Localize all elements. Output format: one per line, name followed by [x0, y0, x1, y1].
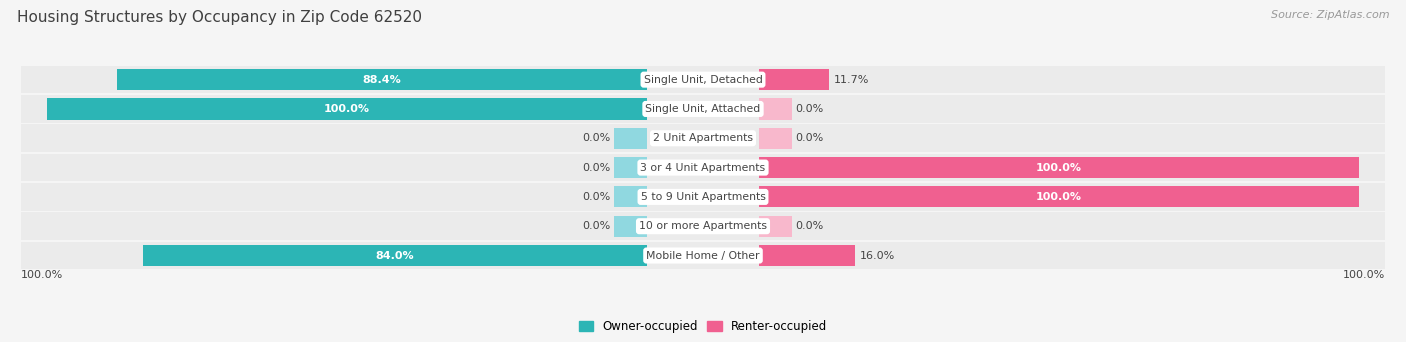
Text: 0.0%: 0.0% [794, 104, 824, 114]
Bar [21, 154, 1385, 181]
Text: Mobile Home / Other: Mobile Home / Other [647, 251, 759, 261]
Bar [614, 157, 647, 178]
Text: 100.0%: 100.0% [1036, 162, 1083, 173]
Bar [614, 128, 647, 149]
Text: Single Unit, Attached: Single Unit, Attached [645, 104, 761, 114]
Text: 5 to 9 Unit Apartments: 5 to 9 Unit Apartments [641, 192, 765, 202]
Text: Housing Structures by Occupancy in Zip Code 62520: Housing Structures by Occupancy in Zip C… [17, 10, 422, 25]
Text: 11.7%: 11.7% [834, 75, 870, 84]
Bar [614, 186, 647, 208]
Text: 100.0%: 100.0% [21, 269, 63, 279]
Text: 100.0%: 100.0% [1343, 269, 1385, 279]
Bar [21, 242, 1385, 269]
Text: 16.0%: 16.0% [860, 251, 896, 261]
Text: Source: ZipAtlas.com: Source: ZipAtlas.com [1271, 10, 1389, 20]
Text: 0.0%: 0.0% [582, 192, 612, 202]
Text: 0.0%: 0.0% [794, 133, 824, 143]
Bar [21, 124, 1385, 152]
Legend: Owner-occupied, Renter-occupied: Owner-occupied, Renter-occupied [574, 315, 832, 338]
Bar [46, 98, 647, 119]
Text: 3 or 4 Unit Apartments: 3 or 4 Unit Apartments [641, 162, 765, 173]
Bar [117, 69, 647, 90]
Bar [759, 69, 830, 90]
Text: 0.0%: 0.0% [582, 162, 612, 173]
Bar [614, 216, 647, 237]
Text: 100.0%: 100.0% [1036, 192, 1083, 202]
Bar [21, 66, 1385, 93]
Bar [759, 186, 1360, 208]
Text: 0.0%: 0.0% [582, 133, 612, 143]
Bar [759, 216, 792, 237]
Bar [21, 183, 1385, 211]
Text: 10 or more Apartments: 10 or more Apartments [638, 221, 768, 231]
Bar [759, 157, 1360, 178]
Bar [759, 98, 792, 119]
Text: 2 Unit Apartments: 2 Unit Apartments [652, 133, 754, 143]
Text: Single Unit, Detached: Single Unit, Detached [644, 75, 762, 84]
Bar [759, 128, 792, 149]
Text: 100.0%: 100.0% [323, 104, 370, 114]
Bar [21, 95, 1385, 123]
Bar [143, 245, 647, 266]
Bar [759, 245, 855, 266]
Text: 0.0%: 0.0% [582, 221, 612, 231]
Text: 84.0%: 84.0% [375, 251, 415, 261]
Bar [21, 212, 1385, 240]
Text: 0.0%: 0.0% [794, 221, 824, 231]
Text: 88.4%: 88.4% [363, 75, 401, 84]
